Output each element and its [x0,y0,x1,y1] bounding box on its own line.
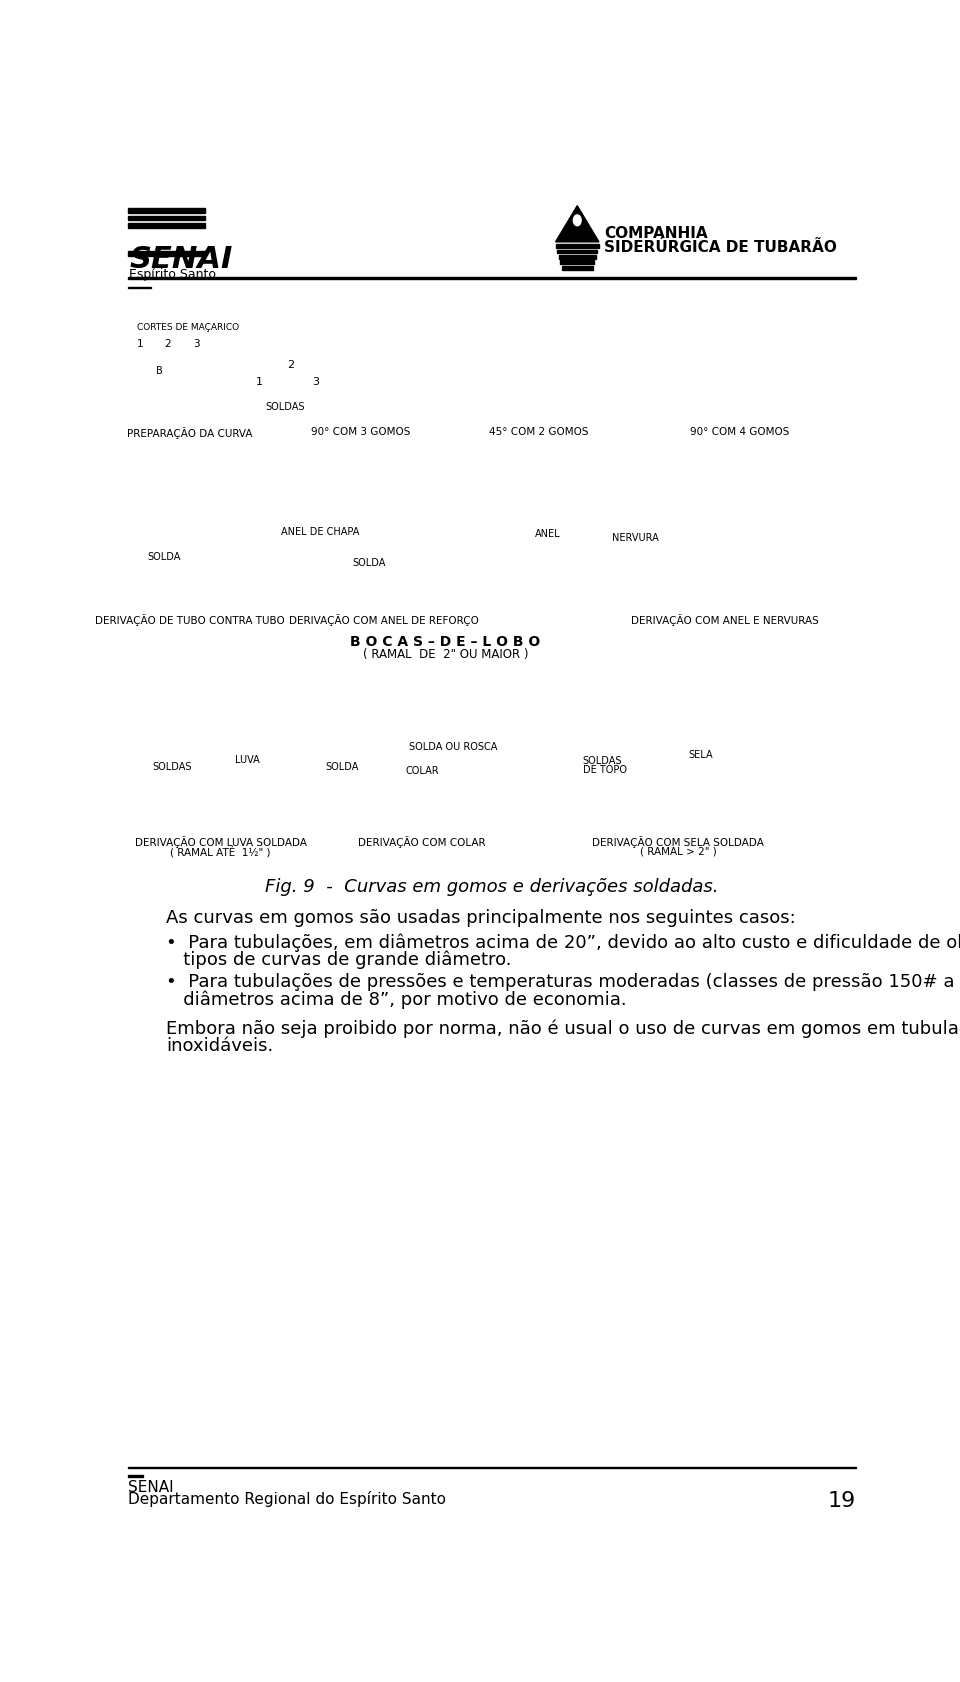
Text: Fig. 9  -  Curvas em gomos e derivações soldadas.: Fig. 9 - Curvas em gomos e derivações so… [265,878,719,897]
Text: DERIVAÇÃO COM COLAR: DERIVAÇÃO COM COLAR [358,836,486,848]
Text: COLAR: COLAR [405,767,439,777]
Text: B O C A S – D E – L O B O: B O C A S – D E – L O B O [350,634,540,649]
Bar [561,261,594,264]
Text: CORTES DE MAÇARICO: CORTES DE MAÇARICO [137,323,239,333]
Bar [128,251,205,256]
Text: diâmetros acima de 8”, por motivo de economia.: diâmetros acima de 8”, por motivo de eco… [166,991,627,1009]
Text: DERIVAÇÃO COM ANEL DE REFORÇO: DERIVAÇÃO COM ANEL DE REFORÇO [289,614,478,626]
Bar [128,215,205,220]
Text: LUVA: LUVA [234,755,259,765]
Text: tipos de curvas de grande diâmetro.: tipos de curvas de grande diâmetro. [166,950,512,969]
Text: SOLDA OU ROSCA: SOLDA OU ROSCA [409,742,497,752]
Text: SOLDAS: SOLDAS [153,762,192,772]
Text: SOLDAS: SOLDAS [583,757,622,767]
Text: PREPARAÇÃO DA CURVA: PREPARAÇÃO DA CURVA [127,427,252,439]
Text: SOLDAS: SOLDAS [265,402,304,412]
Bar [128,224,205,229]
Text: 45° COM 2 GOMOS: 45° COM 2 GOMOS [489,427,588,437]
Text: SIDERÚRGICA DE TUBARÃO: SIDERÚRGICA DE TUBARÃO [605,241,837,256]
Bar [562,266,592,269]
Polygon shape [556,205,599,242]
Text: SOLDA: SOLDA [147,552,180,562]
Text: As curvas em gomos são usadas principalmente nos seguintes casos:: As curvas em gomos são usadas principalm… [166,908,796,927]
Text: Embora não seja proibido por norma, não é usual o uso de curvas em gomos em tubu: Embora não seja proibido por norma, não … [166,1019,960,1038]
Text: DE TOPO: DE TOPO [583,765,627,775]
Text: 2: 2 [164,338,171,348]
Text: SOLDA: SOLDA [352,557,386,567]
Bar [128,209,205,212]
Text: ANEL DE CHAPA: ANEL DE CHAPA [281,526,360,537]
Text: ( RAMAL  DE  2" OU MAIOR ): ( RAMAL DE 2" OU MAIOR ) [363,649,528,661]
Text: 2: 2 [287,360,294,370]
Text: SOLDA: SOLDA [325,762,359,772]
Text: SENAI: SENAI [128,1480,174,1495]
Text: Espírito Santo: Espírito Santo [130,267,216,281]
Text: DERIVAÇÃO COM ANEL E NERVURAS: DERIVAÇÃO COM ANEL E NERVURAS [631,614,818,626]
Text: DERIVAÇÃO DE TUBO CONTRA TUBO: DERIVAÇÃO DE TUBO CONTRA TUBO [95,614,284,626]
Bar [557,249,597,254]
Text: inoxidáveis.: inoxidáveis. [166,1036,274,1055]
Ellipse shape [573,215,581,225]
Text: ( RAMAL ATÉ  1½" ): ( RAMAL ATÉ 1½" ) [171,846,271,858]
Text: 1: 1 [255,377,263,387]
Text: SENAI: SENAI [130,246,232,274]
Text: ANEL: ANEL [535,530,561,540]
Text: SELA: SELA [688,750,712,760]
Bar [559,256,596,259]
Text: 90° COM 3 GOMOS: 90° COM 3 GOMOS [311,427,410,437]
Text: •  Para tubulações, em diâmetros acima de 20”, devido ao alto custo e dificuldad: • Para tubulações, em diâmetros acima de… [166,934,960,952]
Text: 1: 1 [137,338,144,348]
Text: COMPANHIA: COMPANHIA [605,227,708,242]
Text: 3: 3 [312,377,319,387]
Text: NERVURA: NERVURA [612,533,659,543]
Text: DERIVAÇÃO COM LUVA SOLDADA: DERIVAÇÃO COM LUVA SOLDADA [134,836,307,848]
Text: B: B [156,367,163,375]
Text: 3: 3 [194,338,201,348]
Text: •  Para tubulações de pressões e temperaturas moderadas (classes de pressão 150#: • Para tubulações de pressões e temperat… [166,974,960,991]
Text: Departamento Regional do Espírito Santo: Departamento Regional do Espírito Santo [128,1490,445,1507]
Text: 19: 19 [828,1490,856,1510]
Text: DERIVAÇÃO COM SELA SOLDADA: DERIVAÇÃO COM SELA SOLDADA [592,836,764,848]
Text: ( RAMAL > 2" ): ( RAMAL > 2" ) [639,846,716,856]
Text: 90° COM 4 GOMOS: 90° COM 4 GOMOS [690,427,790,437]
Bar [556,244,599,247]
